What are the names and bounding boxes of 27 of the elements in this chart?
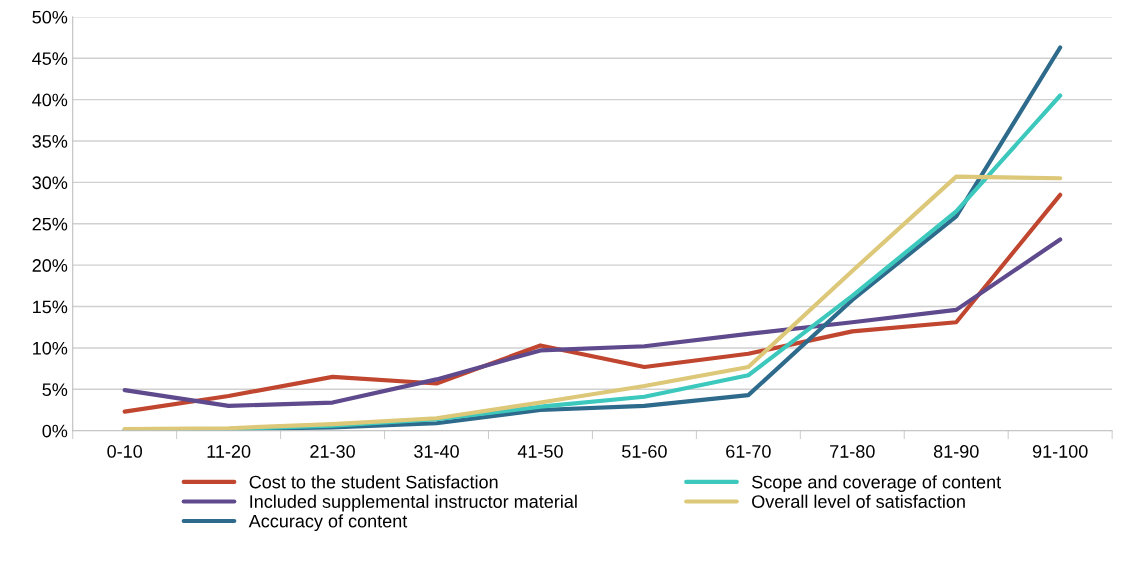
y-tick-label: 0% — [42, 424, 68, 438]
x-tick-label: 51-60 — [622, 445, 667, 458]
x-tick-label: 71-80 — [830, 445, 875, 458]
legend-label: Scope and coverage of content — [752, 475, 1002, 492]
x-tick-label: 31-40 — [414, 445, 459, 458]
y-tick-label: 10% — [33, 341, 68, 355]
y-tick-label: 50% — [32, 10, 68, 24]
y-tick-label: 40% — [32, 93, 68, 107]
y-tick-label: 25% — [32, 217, 68, 231]
y-tick-label: 45% — [32, 52, 68, 65]
y-tick-label: 30% — [32, 176, 68, 190]
legend-label: Included supplemental instructor material — [250, 494, 577, 512]
y-tick-label: 35% — [32, 134, 68, 148]
y-tick-label: 20% — [32, 259, 68, 272]
x-tick-label: 61-70 — [726, 445, 771, 458]
legend-label: Overall level of satisfaction — [752, 494, 965, 508]
line-series — [122, 237, 1063, 408]
y-tick-label: 15% — [33, 300, 68, 314]
legend-label: Accuracy of content — [248, 514, 408, 532]
x-tick-label: 21-30 — [310, 445, 355, 458]
x-tick-label: 0-10 — [107, 445, 143, 458]
x-tick-label: 91-100 — [1032, 445, 1088, 458]
x-tick-label: 41-50 — [517, 445, 563, 458]
x-tick-label: 81-90 — [933, 445, 979, 458]
x-tick-label: 11-20 — [207, 445, 251, 458]
legend-label: Cost to the student Satisfaction — [249, 475, 498, 489]
y-tick-label: 5% — [42, 383, 68, 397]
